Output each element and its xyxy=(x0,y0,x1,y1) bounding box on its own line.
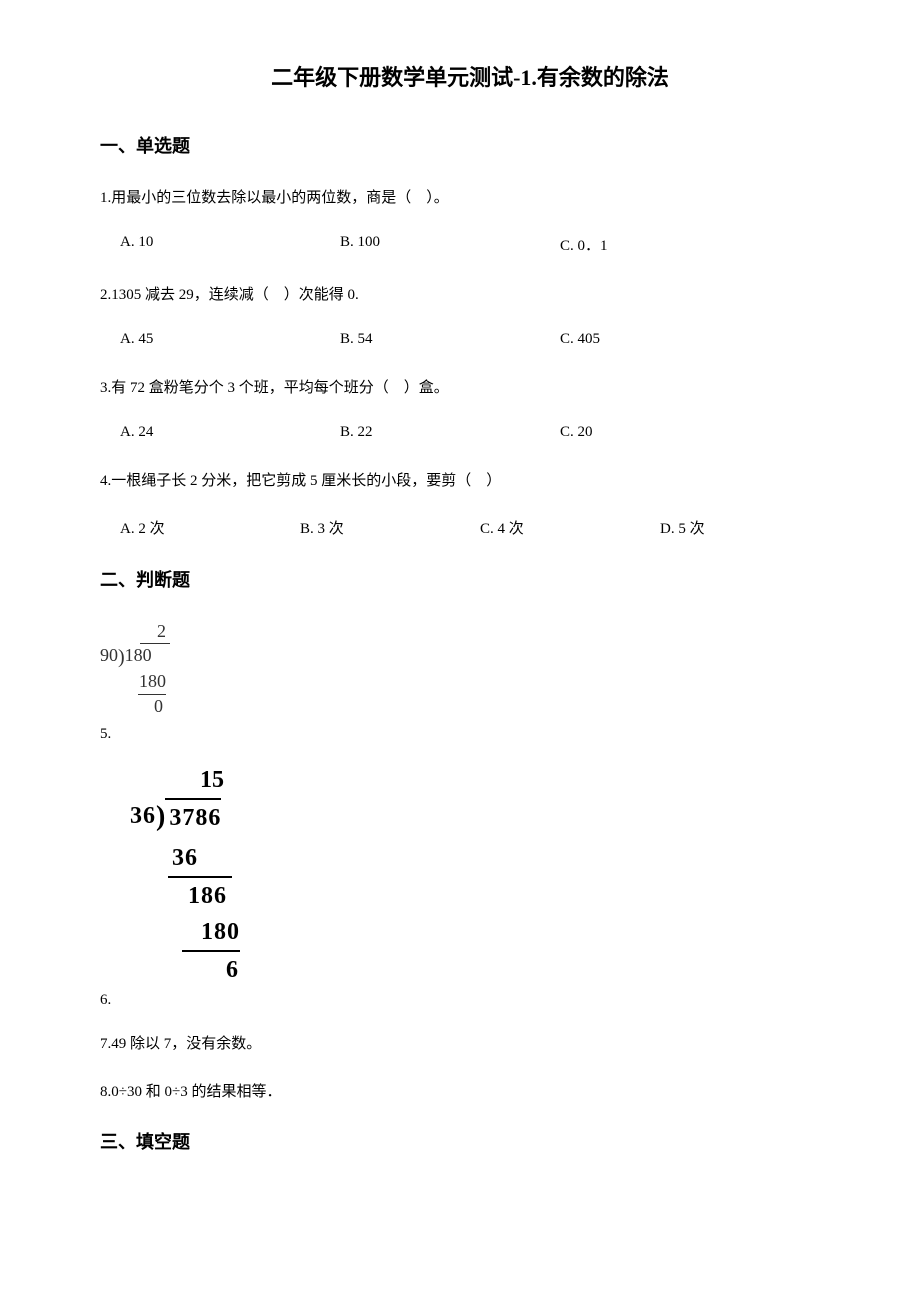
q1-option-a: A. 10 xyxy=(120,234,340,255)
q2-option-a: A. 45 xyxy=(120,331,340,348)
q4-option-d: D. 5 次 xyxy=(660,517,840,538)
section-1-heading: 一、单选题 xyxy=(100,132,840,158)
page-title: 二年级下册数学单元测试-1.有余数的除法 xyxy=(100,60,840,92)
q5-dividend: 180 xyxy=(125,644,152,667)
q6-row3: 180 xyxy=(182,914,240,952)
q3-option-c: C. 20 xyxy=(560,424,780,441)
q3-option-b: B. 22 xyxy=(340,424,560,441)
q6-index: 6. xyxy=(100,988,116,1012)
question-3-text: 3.有 72 盒粉笔分个 3 个班，平均每个班分（ ）盒。 xyxy=(100,376,840,400)
q3-option-a: A. 24 xyxy=(120,424,340,441)
question-8-text: 8.0÷30 和 0÷3 的结果相等． xyxy=(100,1080,840,1104)
q4-option-c: C. 4 次 xyxy=(480,517,660,538)
q6-quotient: 15 xyxy=(200,762,840,798)
q2-option-c: C. 405 xyxy=(560,331,780,348)
q2-option-b: B. 54 xyxy=(340,331,560,348)
question-4-text: 4.一根绳子长 2 分米，把它剪成 5 厘米长的小段，要剪（ ） xyxy=(100,469,840,493)
question-2-options: A. 45 B. 54 C. 405 xyxy=(100,331,840,348)
question-4-options: A. 2 次 B. 3 次 C. 4 次 D. 5 次 xyxy=(100,517,840,538)
q4-option-b: B. 3 次 xyxy=(300,517,480,538)
q5-quotient: 2 xyxy=(140,620,170,644)
q5-rem: 0 xyxy=(154,695,170,718)
q1-option-c: C. 0．1 xyxy=(560,234,780,255)
q5-divisor: 90 xyxy=(100,644,118,667)
question-1-text: 1.用最小的三位数去除以最小的两位数，商是（ ）。 xyxy=(100,186,840,210)
q6-row2: 186 xyxy=(188,878,840,914)
question-2-text: 2.1305 减去 29，连续减（ ）次能得 0. xyxy=(100,283,840,307)
q6-dividend: 3786 xyxy=(165,798,221,836)
longdivision-6: 15 36)3786 36 186 180 6 xyxy=(130,762,840,988)
section-2-heading: 二、判断题 xyxy=(100,566,840,592)
q5-index: 5. xyxy=(100,722,116,746)
section-3-heading: 三、填空题 xyxy=(100,1128,840,1154)
q6-divisor: 36 xyxy=(130,798,156,834)
longdivision-5: 2 90)180 180 0 xyxy=(100,620,170,718)
q6-row1: 36 xyxy=(168,840,232,878)
q1-option-b: B. 100 xyxy=(340,234,560,255)
question-7-text: 7.49 除以 7，没有余数。 xyxy=(100,1032,840,1056)
question-1-options: A. 10 B. 100 C. 0．1 xyxy=(100,234,840,255)
q5-sub: 180 xyxy=(138,670,166,694)
question-3-options: A. 24 B. 22 C. 20 xyxy=(100,424,840,441)
q6-row4: 6 xyxy=(226,952,840,988)
q4-option-a: A. 2 次 xyxy=(120,517,300,538)
